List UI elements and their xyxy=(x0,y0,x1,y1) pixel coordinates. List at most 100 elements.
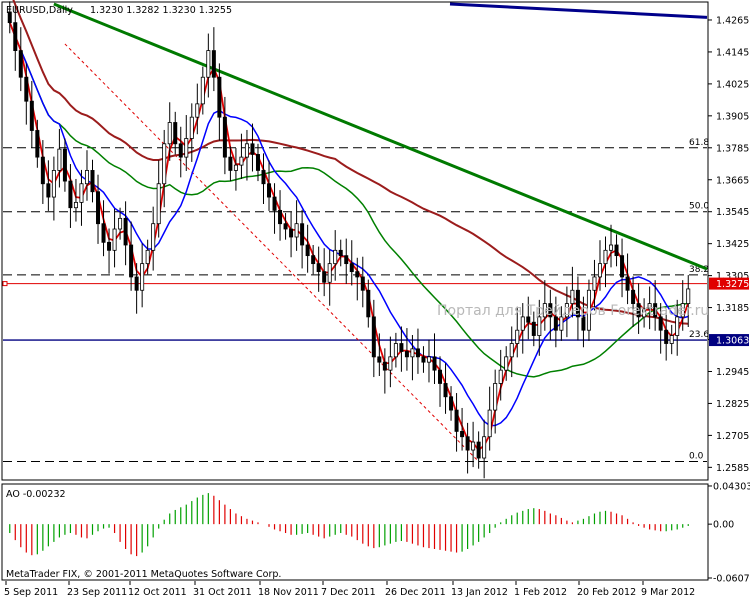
price-bar-body xyxy=(18,50,23,78)
trendlines[interactable] xyxy=(53,2,708,462)
price-bar-body xyxy=(548,303,553,318)
price-bar-body xyxy=(261,170,266,185)
price-bar-body xyxy=(371,316,376,358)
time-axis-label: 26 Dec 2011 xyxy=(385,587,446,598)
fib-level-label: 38.2 xyxy=(689,265,709,275)
price-bar-body xyxy=(504,356,509,371)
price-axis-label: 1.3545 xyxy=(716,207,749,218)
price-axis-label: 1.3425 xyxy=(716,239,749,250)
price-bar-body xyxy=(669,335,674,344)
price-axis-label: 1.2705 xyxy=(716,431,749,442)
fib-level-label: 61.8 xyxy=(689,138,709,148)
price-bar-body xyxy=(206,50,211,78)
fib-level-label: 0.0 xyxy=(689,451,704,461)
price-bar-body xyxy=(140,263,145,291)
price-bar-body xyxy=(289,228,294,238)
price-line-anchor[interactable] xyxy=(2,281,8,287)
price-bar-body xyxy=(178,143,183,158)
price-bar-body xyxy=(107,241,112,251)
fast-moving-average-line xyxy=(8,22,690,452)
support-price-badge xyxy=(709,334,749,347)
time-axis[interactable]: 5 Sep 2011 23 Sep 2011 12 Oct 2011 31 Oct 2… xyxy=(4,581,695,598)
price-bar-body xyxy=(658,316,663,331)
price-bar-body xyxy=(217,76,222,118)
price-bar-body xyxy=(333,249,338,265)
time-axis-label: 20 Feb 2012 xyxy=(577,587,636,598)
ao-axis: 0.04303 0.00 -0.0607 xyxy=(708,481,750,585)
price-bar-body xyxy=(40,156,45,185)
price-bar-body xyxy=(664,329,669,344)
chart-ohlc-values: 1.3230 1.3282 1.3230 1.3255 xyxy=(90,5,232,16)
slow-moving-average-line xyxy=(9,22,689,378)
price-axis-label: 1.3905 xyxy=(716,111,749,122)
price-bar-body xyxy=(526,316,531,323)
price-bar-body xyxy=(250,143,255,155)
price-bar-body xyxy=(118,217,123,230)
ao-axis-label: 0.00 xyxy=(713,520,734,531)
price-bar-body xyxy=(24,76,29,102)
price-bar-body xyxy=(79,183,84,203)
price-bar-body xyxy=(156,183,161,225)
price-bar-body xyxy=(255,154,260,171)
price-bar-body xyxy=(57,148,62,171)
price-bar-body xyxy=(404,351,409,358)
price-bar-body xyxy=(195,103,200,118)
ao-indicator-label: AO -0.00232 xyxy=(6,489,66,500)
price-bars xyxy=(7,1,691,479)
price-axis-label: 1.3785 xyxy=(716,143,749,154)
price-bar-body xyxy=(438,369,443,384)
price-bar-body xyxy=(360,276,365,291)
ao-subwindow-frame xyxy=(1,483,709,581)
blue-descending-trendline[interactable] xyxy=(449,2,708,19)
current-price-badge xyxy=(709,277,749,290)
price-bar-body xyxy=(228,156,233,171)
price-bar-body xyxy=(355,271,360,278)
price-bar-body xyxy=(653,303,658,318)
price-bar-body xyxy=(211,50,216,78)
fib-base-dashed-line[interactable] xyxy=(64,43,479,462)
long-moving-average-line xyxy=(12,0,689,325)
price-bar-body xyxy=(184,138,189,158)
price-bar-body xyxy=(636,303,641,318)
price-bar-body xyxy=(399,343,404,352)
price-bar-body xyxy=(239,156,244,166)
price-bar-body xyxy=(625,276,630,291)
price-bar-body xyxy=(460,430,465,438)
price-bar-body xyxy=(443,383,448,398)
price-bar-body xyxy=(129,244,134,278)
price-bar-body xyxy=(592,276,597,291)
price-bar-body xyxy=(377,356,382,363)
price-bar-body xyxy=(609,244,614,251)
price-bar-body xyxy=(680,303,685,318)
price-bar-body xyxy=(123,217,128,246)
green-descending-trendline[interactable] xyxy=(53,2,708,271)
price-bar-body xyxy=(498,369,503,384)
price-bar-body xyxy=(134,276,139,291)
price-bar-body xyxy=(686,288,691,304)
price-bar-body xyxy=(564,303,569,318)
time-axis-label: 23 Sep 2011 xyxy=(67,587,127,598)
price-bar-body xyxy=(509,343,514,358)
price-bar-body xyxy=(393,343,398,358)
price-axis-label: 1.2585 xyxy=(716,463,749,474)
price-bar-body xyxy=(366,289,371,318)
price-bar-body xyxy=(101,223,106,243)
price-bar-body xyxy=(531,321,536,336)
price-bar-body xyxy=(283,223,288,230)
price-axis-label: 1.2945 xyxy=(716,367,749,378)
price-bar-body xyxy=(233,164,238,171)
price-bar-body xyxy=(410,348,415,358)
price-axis[interactable]: 1.4265 1.4145 1.4025 1.3905 1.3785 1.3665 1.35… xyxy=(708,15,749,474)
price-bar-body xyxy=(68,180,73,209)
price-bar-body xyxy=(189,116,194,139)
current-price-label: 1.3275 xyxy=(716,279,749,290)
price-bar-body xyxy=(426,356,431,363)
price-bar-body xyxy=(482,436,487,459)
price-bar-body xyxy=(432,356,437,371)
price-bar-body xyxy=(145,249,150,265)
price-bar-body xyxy=(449,396,454,411)
chart-symbol-label: EURUSD,Daily xyxy=(6,5,73,16)
price-bar-body xyxy=(515,329,520,344)
